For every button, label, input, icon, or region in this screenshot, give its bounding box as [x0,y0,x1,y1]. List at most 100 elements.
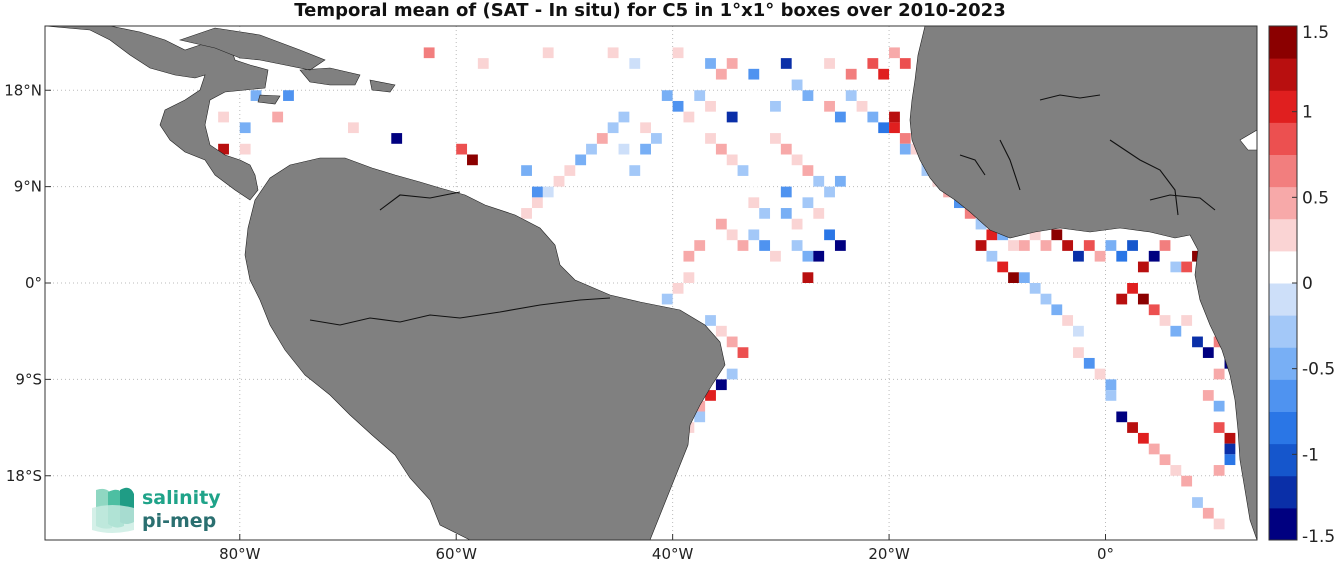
heatmap-cell [824,186,835,198]
heatmap-cell [1116,411,1128,423]
heatmap-cell [899,58,911,69]
heatmap-cell [1105,390,1117,401]
heatmap-cell [813,250,825,262]
heatmap-cell [726,336,738,348]
heatmap-cell [1224,443,1236,455]
heatmap-cell [748,229,760,241]
heatmap-cell [715,379,727,391]
heatmap-cell [283,90,294,101]
heatmap-cell [1029,229,1041,241]
africa-ne-corner [1239,129,1257,151]
heatmap-cell [683,250,695,262]
heatmap-cell [1224,432,1236,444]
y-tick-label: 9°N [14,178,42,196]
heatmap-cell [780,229,792,241]
heatmap-cell [878,68,890,80]
heatmap-cell [802,272,814,283]
heatmap-cells [196,47,1236,530]
heatmap-cell [824,58,835,69]
heatmap-cell [1192,336,1203,348]
heatmap-cell [705,133,716,144]
colorbar-segment [1269,218,1297,252]
heatmap-cell [748,68,760,80]
colorbar-segment [1269,315,1297,348]
heatmap-cell [1073,250,1084,262]
colorbar-ticks: 1.5 1 0.5 0 -0.5 -1 -1.5 [1292,23,1335,547]
heatmap-cell [477,58,489,69]
colorbar-segment [1269,26,1297,59]
heatmap-cell [737,240,749,251]
heatmap-cell [672,100,684,112]
heatmap-cell [456,143,468,155]
heatmap-cell [1148,443,1160,455]
heatmap-cell [770,250,781,262]
heatmap-cell [1202,507,1214,519]
heatmap-cell [1062,240,1074,251]
heatmap-cell [218,143,229,155]
heatmap-cell [802,197,814,209]
heatmap-cell [1051,229,1063,241]
heatmap-cell [1148,250,1160,262]
x-tick-label: 40°W [652,545,694,563]
heatmap-cell [651,133,662,144]
heatmap-cell [542,47,554,59]
heatmap-cell [1083,357,1095,369]
x-tick-label: 20°W [868,545,910,563]
colorbar-segment [1269,250,1297,284]
heatmap-cell [770,133,781,144]
heatmap-cell [629,165,641,176]
heatmap-cell [1040,240,1052,251]
heatmap-cell [791,240,803,251]
heatmap-cell [748,175,760,187]
heatmap-cell [834,240,846,251]
heatmap-cell [802,165,814,176]
heatmap-cell [780,143,792,155]
heatmap-cell [1018,272,1030,283]
heatmap-cell [705,390,716,401]
heatmap-cell [824,229,835,241]
heatmap-cell [726,111,738,123]
heatmap-cell [531,197,543,209]
heatmap-cell [715,325,727,337]
y-tick-label: 18°N [4,81,42,99]
heatmap-cell [737,347,749,358]
colorbar-segment [1269,379,1297,412]
heatmap-cell [596,133,608,144]
heatmap-cell [813,175,825,187]
heatmap-cell [780,208,792,219]
salinity-pi-mep-logo: salinity pi-mep [92,487,221,533]
heatmap-cell [683,111,695,123]
heatmap-cell [586,143,597,155]
heatmap-cell [726,58,738,69]
heatmap-cell [1029,283,1041,294]
colorbar-segment [1269,90,1297,123]
heatmap-cell [748,90,760,101]
heatmap-cell [705,315,716,326]
heatmap-cell [856,100,868,112]
heatmap-cell [1181,315,1193,326]
colorbar-tick-label: 0.5 [1302,188,1329,208]
heatmap-cell [553,175,565,187]
heatmap-cell [867,58,879,69]
heatmap-cell [780,186,792,198]
heatmap-cell [1094,368,1106,380]
south-america-land [244,157,726,540]
colorbar-tick-label: -1 [1302,445,1319,465]
heatmap-cell [1127,283,1138,294]
heatmap-cell [1213,400,1225,412]
heatmap-cell [672,47,684,59]
heatmap-cell [1008,272,1019,283]
heatmap-cell [586,47,597,59]
heatmap-cell [1148,304,1160,316]
y-axis-ticks: 18°N 9°N 0° 9°S 18°S [4,81,51,485]
heatmap-cell [975,218,987,230]
heatmap-cell [694,240,706,251]
heatmap-cell [1159,315,1171,326]
logo-word-salinity: salinity [142,487,221,509]
heatmap-cell [1116,250,1128,262]
heatmap-cell [1116,293,1128,305]
heatmap-cell [542,186,554,198]
heatmap-cell [726,229,738,241]
heatmap-cell [521,165,532,176]
